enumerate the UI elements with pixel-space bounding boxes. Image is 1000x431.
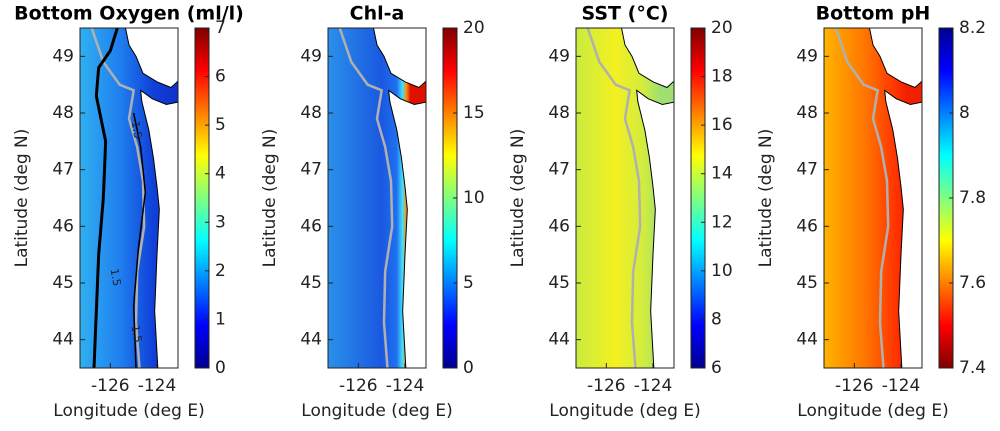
y-tick-label: 46 xyxy=(52,216,74,236)
y-tick-label: 47 xyxy=(796,160,818,180)
x-axis-label: Longitude (deg E) xyxy=(53,401,204,421)
y-tick-label: 47 xyxy=(300,160,322,180)
y-tick-label: 44 xyxy=(548,330,570,350)
colorbar-tick-label: 15 xyxy=(463,103,485,123)
colorbar-tick-label: 7 xyxy=(215,18,226,38)
colorbar-tick-label: 3 xyxy=(215,212,226,232)
x-tick-label: -126 xyxy=(587,376,626,396)
chart-title: Chl-a xyxy=(350,3,405,25)
map: 1.5 1.5 1.5 xyxy=(80,28,178,368)
land xyxy=(620,28,674,89)
colorbar-tick-label: 0 xyxy=(215,358,226,378)
y-tick-label: 46 xyxy=(796,216,818,236)
x-tick-label: -126 xyxy=(339,376,378,396)
colorbar-tick-label: 7.4 xyxy=(959,358,986,378)
y-tick-label: 49 xyxy=(548,46,570,66)
land xyxy=(372,28,426,89)
x-tick-label: -124 xyxy=(386,376,425,396)
y-tick-label: 45 xyxy=(52,273,74,293)
contour-label: 1.5 xyxy=(129,324,145,343)
x-axis-label: Longitude (deg E) xyxy=(301,401,452,421)
colorbar-tick-label: 2 xyxy=(215,261,226,281)
map xyxy=(824,28,922,368)
isobath xyxy=(834,28,890,368)
land xyxy=(124,28,178,89)
colorbar-tick-label: 18 xyxy=(711,67,733,87)
map xyxy=(328,28,426,368)
chart-title: Bottom Oxygen (ml/l) xyxy=(14,3,244,25)
colorbar-tick-label: 5 xyxy=(215,115,226,135)
colorbar-tick-label: 10 xyxy=(711,261,733,281)
contour-label: 1.5 xyxy=(108,268,124,287)
map xyxy=(576,28,674,368)
isobath xyxy=(338,28,394,368)
colorbar xyxy=(194,27,210,369)
y-tick-label: 47 xyxy=(548,160,570,180)
colorbar-tick-label: 10 xyxy=(463,188,485,208)
x-axis-label: Longitude (deg E) xyxy=(797,401,948,421)
colorbar-tick-label: 1 xyxy=(215,309,226,329)
y-tick-label: 45 xyxy=(548,273,570,293)
colorbar-tick-label: 5 xyxy=(463,273,474,293)
y-tick-label: 48 xyxy=(548,103,570,123)
colorbar-tick-label: 16 xyxy=(711,115,733,135)
contour-label: 1.5 xyxy=(129,120,145,139)
axes-frame xyxy=(327,27,427,369)
y-tick-label: 46 xyxy=(300,216,322,236)
colorbar-tick-label: 0 xyxy=(463,358,474,378)
land xyxy=(388,89,426,368)
colorbar-tick-label: 4 xyxy=(215,164,226,184)
x-tick-label: -126 xyxy=(835,376,874,396)
y-axis-label: Latitude (deg N) xyxy=(508,129,528,268)
y-tick-label: 44 xyxy=(52,330,74,350)
colorbar-tick-label: 20 xyxy=(463,18,485,38)
colorbar xyxy=(690,27,706,369)
x-tick-label: -126 xyxy=(91,376,130,396)
y-tick-label: 44 xyxy=(300,330,322,350)
colorbar-tick-label: 7.8 xyxy=(959,188,986,208)
x-axis-label: Longitude (deg E) xyxy=(549,401,700,421)
y-tick-label: 46 xyxy=(548,216,570,236)
chart-title: SST (°C) xyxy=(582,3,669,25)
y-tick-label: 44 xyxy=(796,330,818,350)
y-tick-label: 48 xyxy=(796,103,818,123)
axes-frame xyxy=(575,27,675,369)
axes-frame xyxy=(79,27,179,369)
chart-title: Bottom pH xyxy=(816,3,931,25)
y-axis-label: Latitude (deg N) xyxy=(756,129,776,268)
axes-frame xyxy=(823,27,923,369)
y-tick-label: 45 xyxy=(300,273,322,293)
colorbar-tick-label: 6 xyxy=(711,358,722,378)
y-axis-label: Latitude (deg N) xyxy=(260,129,280,268)
colorbar-tick-label: 8.2 xyxy=(959,18,986,38)
y-tick-label: 48 xyxy=(52,103,74,123)
y-tick-label: 49 xyxy=(300,46,322,66)
isobath xyxy=(90,28,146,368)
y-tick-label: 45 xyxy=(796,273,818,293)
x-tick-label: -124 xyxy=(138,376,177,396)
colorbar-tick-label: 8 xyxy=(959,103,970,123)
y-tick-label: 49 xyxy=(796,46,818,66)
x-tick-label: -124 xyxy=(634,376,673,396)
y-tick-label: 49 xyxy=(52,46,74,66)
colorbar-tick-label: 14 xyxy=(711,164,733,184)
colorbar-tick-label: 6 xyxy=(215,67,226,87)
y-tick-label: 48 xyxy=(300,103,322,123)
colorbar-tick-label: 12 xyxy=(711,212,733,232)
contour xyxy=(132,112,147,368)
x-tick-label: -124 xyxy=(882,376,921,396)
isobath xyxy=(586,28,642,368)
y-tick-label: 47 xyxy=(52,160,74,180)
colorbar-tick-label: 20 xyxy=(711,18,733,38)
contour xyxy=(92,28,119,368)
y-axis-label: Latitude (deg N) xyxy=(12,129,32,268)
land xyxy=(868,28,922,89)
colorbar-tick-label: 7.6 xyxy=(959,273,986,293)
colorbar-tick-label: 8 xyxy=(711,309,722,329)
